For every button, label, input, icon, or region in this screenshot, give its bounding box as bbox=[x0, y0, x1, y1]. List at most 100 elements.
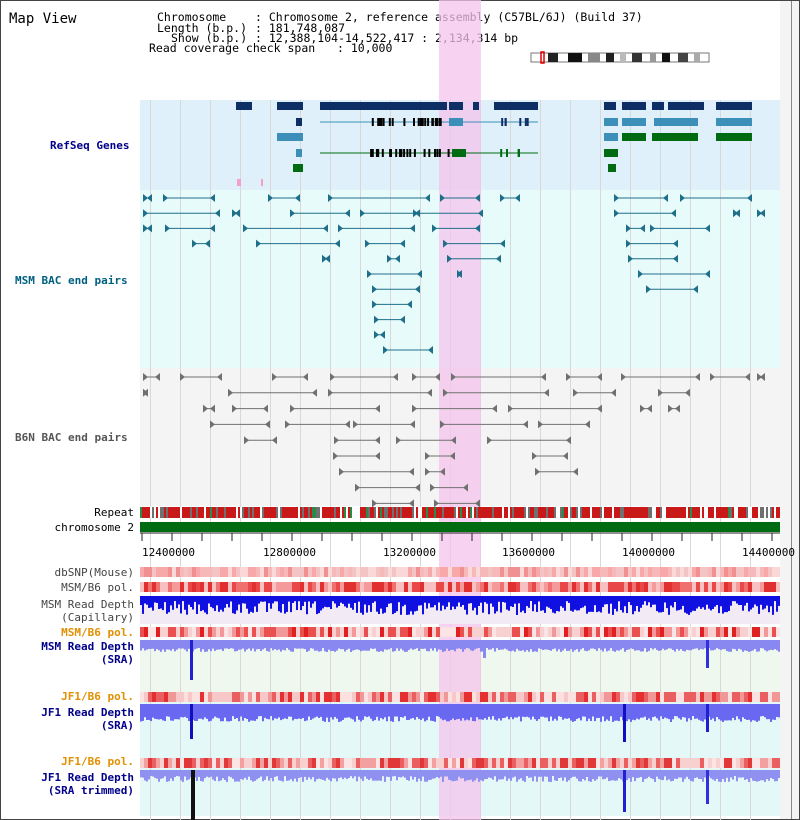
heat-cell bbox=[368, 758, 372, 768]
repeat-track[interactable] bbox=[140, 507, 780, 518]
depth-bar bbox=[538, 640, 540, 649]
heat-cell bbox=[256, 567, 260, 577]
depth-bar bbox=[366, 640, 368, 651]
depth-bar bbox=[444, 770, 446, 777]
heat-cell bbox=[640, 627, 644, 637]
depth-bar bbox=[624, 596, 626, 607]
bac-end-marker bbox=[440, 420, 445, 429]
heat-cell bbox=[436, 692, 440, 702]
depth-bar bbox=[346, 640, 348, 650]
selected-region-highlight[interactable] bbox=[439, 0, 481, 820]
b6n-bac-label[interactable]: B6N BAC end pairs bbox=[15, 431, 128, 444]
heat-cell bbox=[396, 692, 400, 702]
heat-cell bbox=[488, 758, 492, 768]
depth-bar bbox=[668, 770, 670, 780]
depth-bar bbox=[566, 770, 568, 782]
gene-exon bbox=[419, 118, 422, 126]
heat-cell bbox=[352, 758, 356, 768]
heat-cell bbox=[632, 582, 636, 592]
chromosome-ideogram[interactable] bbox=[530, 51, 710, 64]
refseq-genes-label[interactable]: RefSeq Genes bbox=[50, 139, 129, 152]
depth-spike bbox=[623, 770, 626, 812]
depth-bar bbox=[352, 770, 354, 779]
depth-bar bbox=[754, 640, 756, 649]
depth-bar bbox=[546, 596, 548, 607]
heat-cell bbox=[388, 758, 392, 768]
heat-cell bbox=[652, 567, 656, 577]
repeat-element bbox=[236, 507, 238, 518]
depth-bar bbox=[668, 640, 670, 649]
polymorphism-heat-tracks[interactable] bbox=[140, 567, 780, 768]
depth-bar bbox=[440, 640, 442, 650]
depth-bar bbox=[188, 596, 190, 605]
depth-bar bbox=[282, 596, 284, 604]
heat-cell bbox=[304, 627, 308, 637]
msm-bac-label[interactable]: MSM BAC end pairs bbox=[15, 274, 128, 287]
depth-bar bbox=[430, 704, 432, 721]
heat-cell bbox=[448, 582, 452, 592]
read-depth-tracks[interactable] bbox=[140, 596, 780, 820]
heat-cell bbox=[148, 758, 152, 768]
heat-cell bbox=[408, 627, 412, 637]
depth-bar bbox=[732, 770, 734, 780]
repeat-element bbox=[758, 507, 760, 518]
bac-end-marker bbox=[409, 499, 414, 508]
heat-cell bbox=[356, 758, 360, 768]
depth-bar bbox=[366, 704, 368, 718]
depth-bar bbox=[268, 770, 270, 781]
depth-bar bbox=[686, 704, 688, 722]
bac-end-marker bbox=[217, 373, 222, 381]
depth-bar bbox=[420, 704, 422, 720]
depth-bar bbox=[700, 640, 702, 649]
depth-bar bbox=[754, 704, 756, 721]
heat-cell bbox=[668, 582, 672, 592]
heat-cell bbox=[148, 582, 152, 592]
heat-cell bbox=[524, 758, 528, 768]
depth-bar bbox=[262, 596, 264, 602]
heat-cell bbox=[248, 758, 252, 768]
bac-end-marker bbox=[143, 209, 148, 218]
bac-end-marker bbox=[443, 239, 448, 248]
heat-cell bbox=[612, 567, 616, 577]
heat-cell bbox=[588, 582, 592, 592]
depth-bar bbox=[260, 704, 262, 717]
depth-bar bbox=[554, 704, 556, 719]
bac-end-marker bbox=[432, 224, 437, 233]
depth-bar bbox=[390, 640, 392, 649]
gene-feature bbox=[452, 149, 466, 157]
depth-bar bbox=[222, 704, 224, 722]
gene-feature bbox=[604, 149, 618, 157]
gene-exon bbox=[377, 118, 380, 126]
depth-bar bbox=[160, 640, 162, 652]
heat-cell bbox=[332, 627, 336, 637]
depth-bar bbox=[744, 704, 746, 719]
heat-cell bbox=[368, 582, 372, 592]
msm-bac-track[interactable] bbox=[143, 194, 765, 354]
depth-bar bbox=[310, 596, 312, 608]
heat-cell bbox=[224, 758, 228, 768]
depth-bar bbox=[544, 770, 546, 777]
heat-cell bbox=[564, 582, 568, 592]
depth-bar bbox=[526, 640, 528, 651]
depth-bar bbox=[248, 596, 250, 614]
repeat-element bbox=[546, 507, 548, 518]
depth-bar bbox=[734, 640, 736, 650]
depth-bar bbox=[470, 770, 472, 780]
heat-cell bbox=[684, 627, 688, 637]
repeat-element bbox=[278, 507, 280, 518]
bac-end-marker bbox=[396, 436, 401, 445]
heat-cell bbox=[172, 582, 176, 592]
depth-bar bbox=[644, 640, 646, 649]
b6n-bac-track[interactable] bbox=[143, 373, 765, 508]
heat-cell bbox=[200, 692, 204, 702]
depth-bar bbox=[388, 596, 390, 604]
depth-bar bbox=[768, 596, 770, 613]
refseq-genes-track[interactable] bbox=[236, 102, 752, 186]
heat-cell bbox=[504, 692, 508, 702]
depth-bar bbox=[744, 640, 746, 651]
chromosome-bar[interactable] bbox=[140, 522, 780, 532]
depth-bar bbox=[252, 770, 254, 782]
heat-cell bbox=[600, 582, 604, 592]
depth-bar bbox=[768, 704, 770, 720]
heat-cell bbox=[328, 692, 332, 702]
